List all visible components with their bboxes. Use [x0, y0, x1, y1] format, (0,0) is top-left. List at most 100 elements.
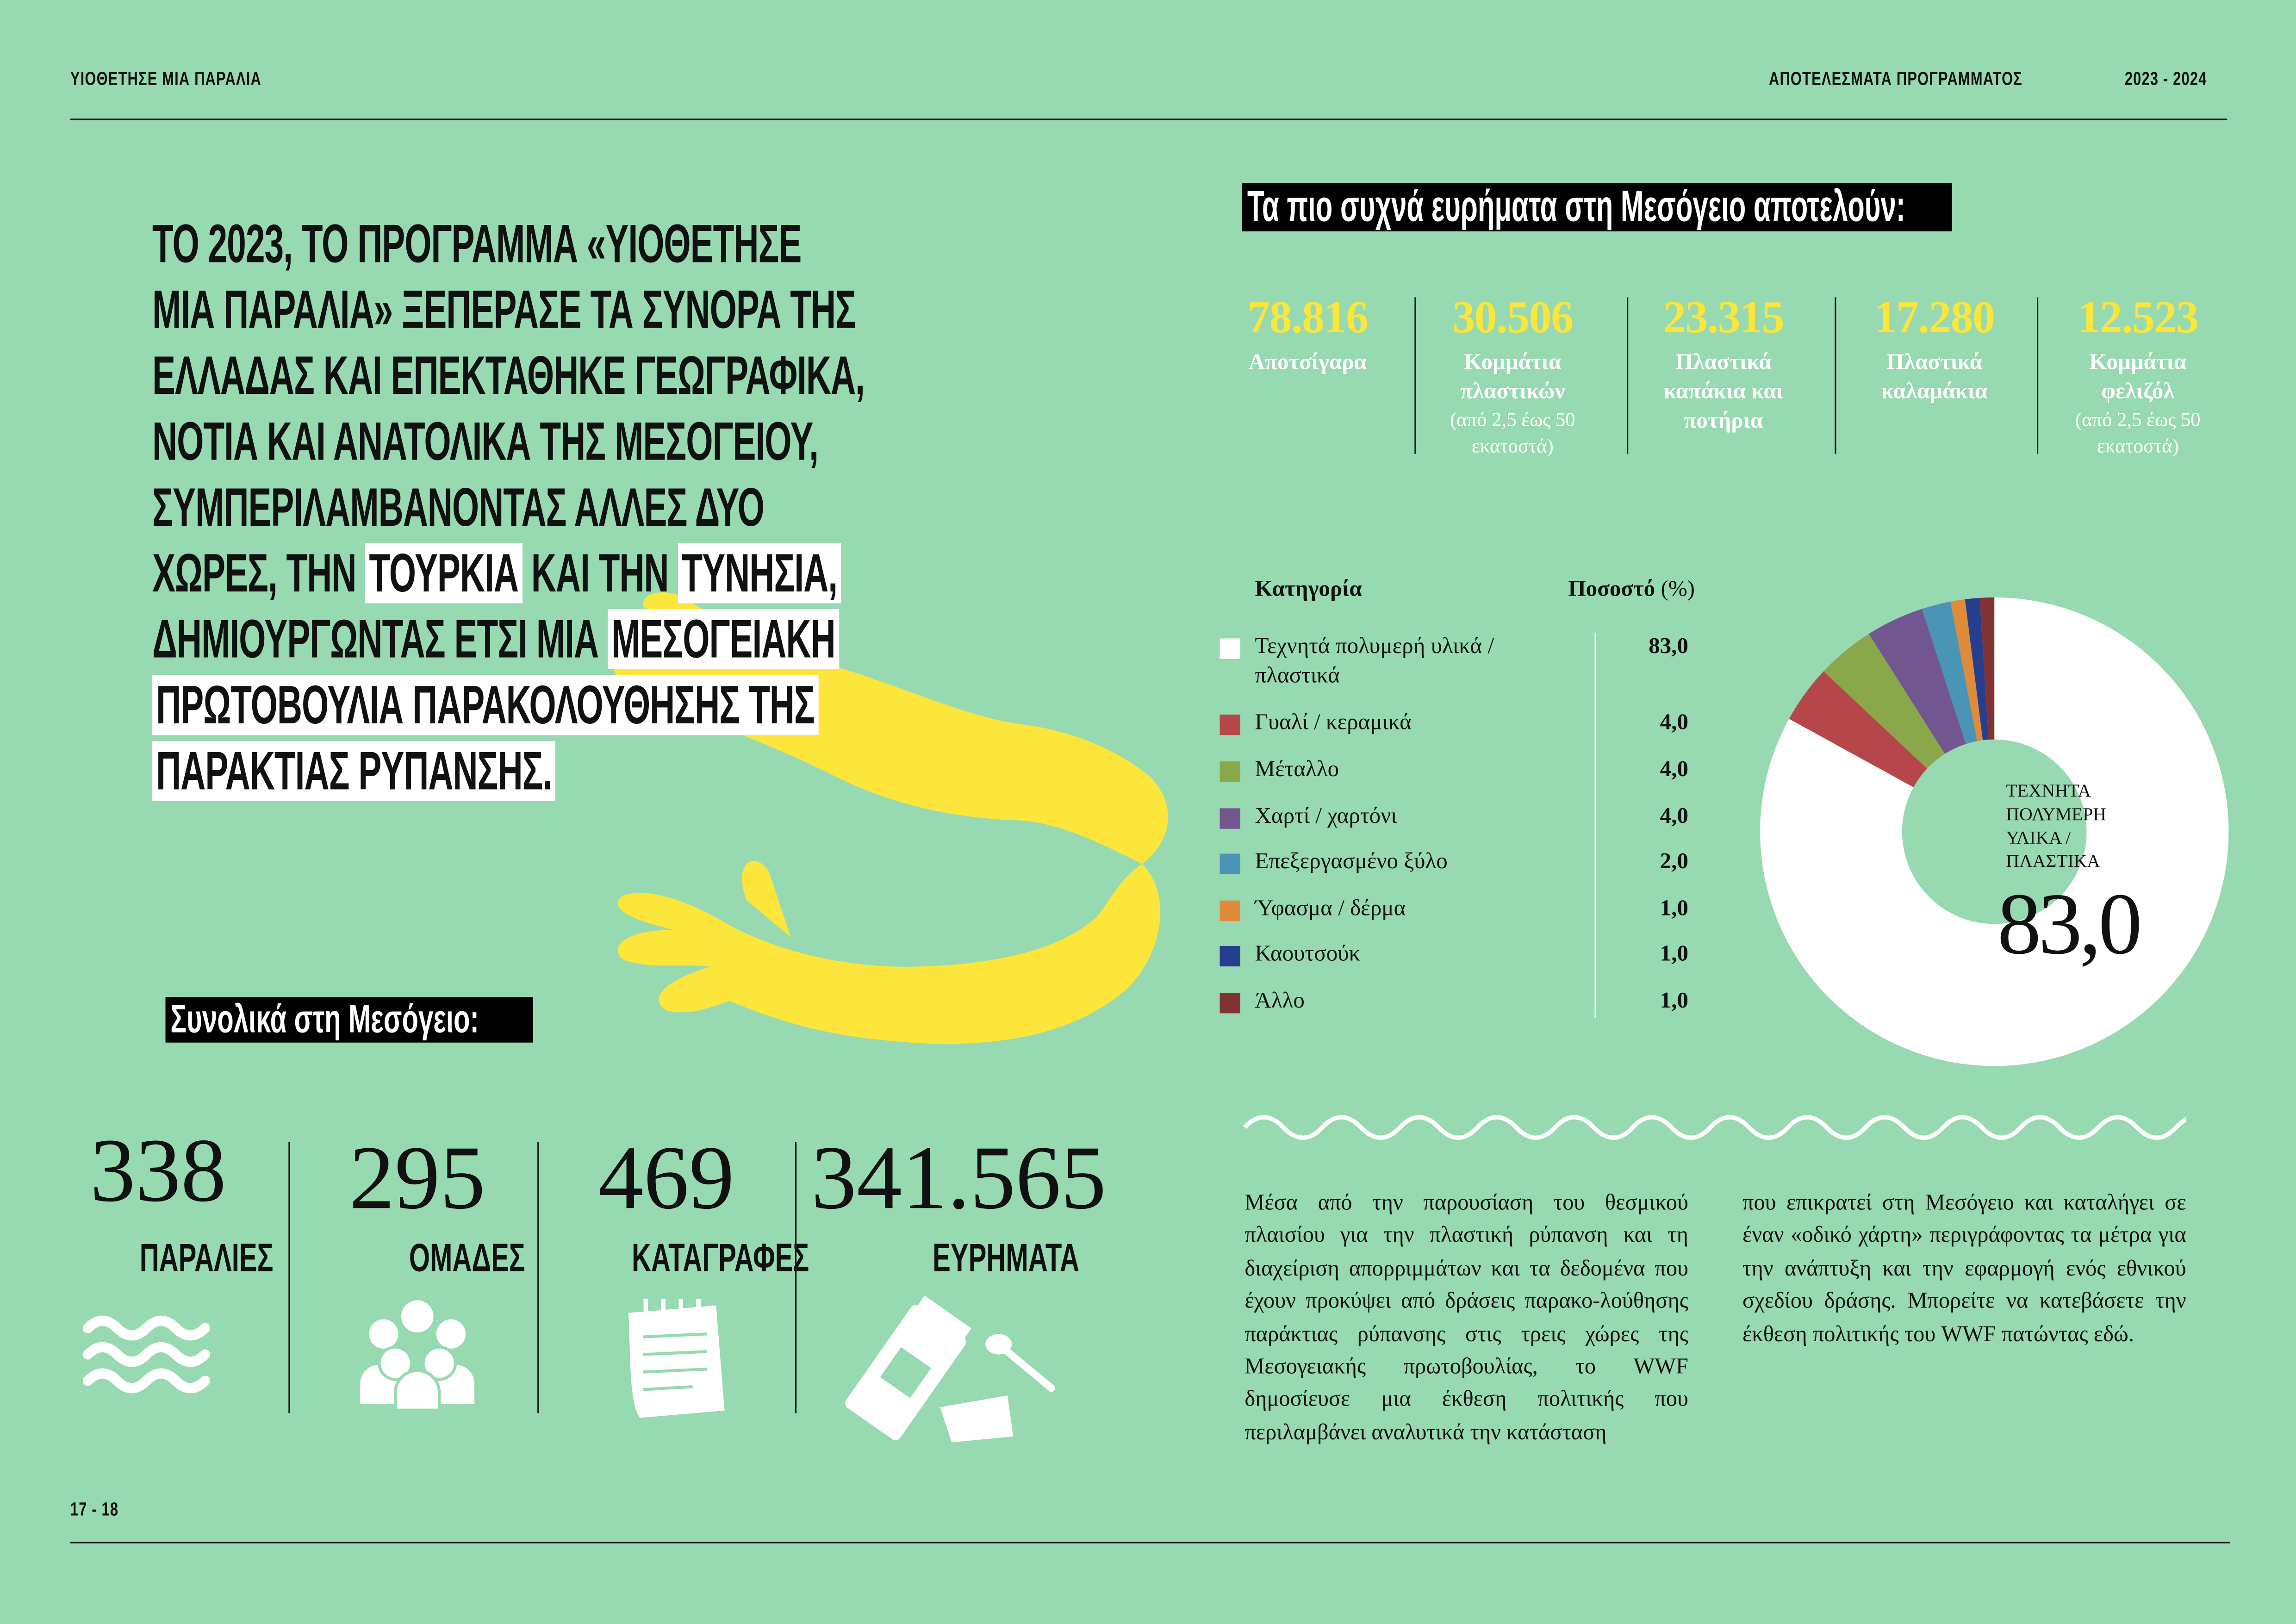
- donut-slice: [1979, 597, 1995, 740]
- headline-text: ΔΗΜΙΟΥΡΓΩΝΤΑΣ ΕΤΣΙ ΜΙΑ: [152, 609, 608, 669]
- donut-slice: [1760, 597, 2229, 1066]
- finding-value: 30.506: [1452, 291, 1574, 343]
- arm: [703, 864, 1160, 1044]
- notepad-icon: [628, 1299, 725, 1418]
- finding-label: Αποτσίγαρα: [1248, 350, 1367, 375]
- legend-row: Επεξεργασμένο ξύλο 2,0: [1220, 848, 1688, 907]
- divider: [795, 1142, 797, 1413]
- legend-label: Μέταλλο: [1255, 757, 1339, 782]
- divider: [1627, 297, 1629, 454]
- legend-swatch: [1220, 761, 1240, 782]
- body-text-col2: που επικρατεί στη Μεσόγειο και καταλήγει…: [1742, 1190, 2186, 1347]
- divider: [537, 1142, 539, 1413]
- donut-slice: [1868, 609, 1966, 754]
- legend-swatch: [1220, 993, 1240, 1014]
- finding-label: Κομμάτια πλαστικών: [1460, 350, 1565, 404]
- legend-swatch: [1220, 946, 1240, 967]
- headline-line: ΜΙΑ ΠΑΡΑΛΙΑ» ΞΕΠΕΡΑΣΕ ΤΑ ΣΥΝΟΡΑ ΤΗΣ: [152, 280, 856, 341]
- legend-label: Χαρτί / χαρτόνι: [1255, 803, 1397, 829]
- headline-highlight: ΤΥΝΗΣΙΑ,: [678, 543, 841, 604]
- stat-label: ΠΑΡΑΛΙΕΣ: [139, 1236, 274, 1280]
- stat-value: 341.565: [811, 1129, 1107, 1229]
- finding-item: 12.523 Κομμάτια φελιζόλ (από 2,5 έως 50 εκ…: [2035, 291, 2240, 460]
- legend-row: Τεχνητά πολυμερή υλικά / πλαστικά 83,0: [1220, 633, 1688, 691]
- divider: [1414, 297, 1416, 454]
- headline-text: ΣΥΜΠΕΡΙΛΑΜΒΑΝΟΝΤΑΣ ΑΛΛΕΣ ΔΥΟ: [152, 477, 765, 538]
- litter-icon: [845, 1295, 1055, 1443]
- totals-title: Συνολικά στη Μεσόγειο:: [170, 997, 479, 1041]
- headline: ΤΟ 2023, ΤΟ ΠΡΟΓΡΑΜΜΑ «ΥΙΟΘΕΤΗΣΕ ΜΙΑ ΠΑΡΑ…: [152, 214, 914, 803]
- finding-value: 12.523: [2078, 291, 2199, 343]
- headline-highlight: ΤΟΥΡΚΙΑ: [365, 543, 522, 604]
- legend-swatch: [1220, 638, 1240, 659]
- headline-text: ΝΟΤΙΑ ΚΑΙ ΑΝΑΤΟΛΙΚΑ ΤΗΣ ΜΕΣΟΓΕΙΟΥ,: [152, 411, 819, 472]
- stat-value: 469: [598, 1129, 734, 1229]
- percent-header-unit: (%): [1661, 577, 1695, 602]
- donut-chart: [1760, 597, 2229, 1066]
- finding-item: 78.816 Αποτσίγαρα: [1205, 291, 1410, 378]
- headline-highlight: ΠΑΡΑΚΤΙΑΣ ΡΥΠΑΝΣΗΣ.: [152, 740, 556, 801]
- legend-row: Καουτσούκ 1,0: [1220, 940, 1688, 999]
- legend-label: Τεχνητά πολυμερή υλικά / πλαστικά: [1255, 634, 1494, 689]
- headline-highlight: ΠΡΩΤΟΒΟΥΛΙΑ ΠΑΡΑΚΟΛΟΥΘΗΣΗΣ ΤΗΣ: [152, 675, 818, 735]
- legend-label: Ύφασμα / δέρμα: [1255, 896, 1406, 921]
- donut-slice: [1789, 671, 1927, 788]
- legend-swatch: [1220, 714, 1240, 735]
- column-header-percent: Ποσοστό (%): [1568, 577, 1695, 604]
- finding-value: 78.816: [1247, 291, 1369, 343]
- legend-value: 4,0: [1660, 803, 1688, 829]
- legend-value: 1,0: [1660, 941, 1688, 967]
- finding-item: 30.506 Κομμάτια πλαστικών (από 2,5 έως 50 …: [1410, 291, 1615, 460]
- headline-text: ΚΑΙ ΤΗΝ: [522, 543, 678, 604]
- legend-row: Χαρτί / χαρτόνι 4,0: [1220, 803, 1688, 861]
- legend-row: Μέταλλο 4,0: [1220, 756, 1688, 815]
- donut-center-value: 83,0: [1997, 876, 2142, 972]
- wave-divider: [1243, 1115, 2186, 1140]
- legend-divider: [1594, 632, 1596, 1018]
- finding-item: 23.315 Πλαστικά καπάκια και ποτήρια: [1621, 291, 1826, 436]
- legend-label: Άλλο: [1255, 988, 1305, 1014]
- finding-label: Κομμάτια φελιζόλ: [2089, 350, 2187, 404]
- header-section: ΑΠΟΤΕΛΕΣΜΑΤΑ ΠΡΟΓΡΑΜΜΑΤΟΣ: [1768, 67, 2022, 89]
- page-numbers: 17 - 18: [70, 1498, 119, 1520]
- headline-line: ΝΟΤΙΑ ΚΑΙ ΑΝΑΤΟΛΙΚΑ ΤΗΣ ΜΕΣΟΓΕΙΟΥ,: [152, 411, 819, 473]
- headline-line: ΠΡΩΤΟΒΟΥΛΙΑ ΠΑΡΑΚΟΛΟΥΘΗΣΗΣ ΤΗΣ: [152, 675, 818, 737]
- headline-line: ΤΟ 2023, ΤΟ ΠΡΟΓΡΑΜΜΑ «ΥΙΟΘΕΤΗΣΕ: [152, 214, 802, 275]
- header-title: ΥΙΟΘΕΤΗΣΕ ΜΙΑ ΠΑΡΑΛΙΑ: [70, 67, 261, 89]
- footer-rule: [70, 1542, 2230, 1543]
- headline-line: ΕΛΛΑΔΑΣ ΚΑΙ ΕΠΕΚΤΑΘΗΚΕ ΓΕΩΓΡΑΦΙΚΑ,: [152, 346, 865, 407]
- donut-slice: [1950, 599, 1983, 741]
- finding-item: 17.280 Πλαστικά καλαμάκια: [1832, 292, 2037, 407]
- findings-title-box: Τα πιο συχνά ευρήματα στη Μεσόγειο αποτε…: [1241, 183, 1952, 231]
- headline-text: ΜΙΑ ΠΑΡΑΛΙΑ» ΞΕΠΕΡΑΣΕ ΤΑ ΣΥΝΟΡΑ ΤΗΣ: [152, 280, 856, 340]
- legend-value: 83,0: [1649, 634, 1688, 659]
- legend-swatch: [1220, 900, 1240, 921]
- stat-label: ΚΑΤΑΓΡΑΦΕΣ: [632, 1236, 809, 1280]
- header-rule: [70, 118, 2228, 120]
- lower-hand-thumb: [742, 861, 791, 937]
- stat-value: 338: [90, 1121, 226, 1221]
- finding-sub: (από 2,5 έως 50 εκατοστά): [1450, 408, 1575, 457]
- legend-row: Γυαλί / κεραμικά 4,0: [1220, 709, 1688, 767]
- findings-title: Τα πιο συχνά ευρήματα στη Μεσόγειο αποτε…: [1247, 183, 1905, 231]
- waves-icon: [82, 1315, 211, 1394]
- headline-line: ΔΗΜΙΟΥΡΓΩΝΤΑΣ ΕΤΣΙ ΜΙΑ ΜΕΣΟΓΕΙΑΚΗ: [152, 609, 839, 671]
- headline-text: ΧΩΡΕΣ, ΤΗΝ: [152, 543, 366, 604]
- legend-label: Επεξεργασμένο ξύλο: [1255, 849, 1448, 874]
- finding-label: Πλαστικά καλαμάκια: [1881, 350, 1988, 404]
- legend-value: 1,0: [1660, 896, 1688, 921]
- lower-hand: [617, 893, 747, 1013]
- group-icon: [357, 1297, 478, 1412]
- finding-value: 23.315: [1663, 291, 1785, 343]
- finding-label: Πλαστικά καπάκια και ποτήρια: [1663, 350, 1783, 434]
- divider: [1835, 297, 1836, 454]
- legend-value: 1,0: [1660, 988, 1688, 1014]
- donut-slice: [1965, 597, 1989, 740]
- legend-value: 4,0: [1660, 757, 1688, 782]
- donut-slice: [1823, 634, 1945, 769]
- legend-label: Γυαλί / κεραμικά: [1255, 710, 1412, 735]
- legend-swatch: [1220, 808, 1240, 829]
- totals-title-box: Συνολικά στη Μεσόγειο:: [165, 997, 533, 1043]
- headline-line: ΣΥΜΠΕΡΙΛΑΜΒΑΝΟΝΤΑΣ ΑΛΛΕΣ ΔΥΟ: [152, 477, 765, 539]
- headline-line: ΠΑΡΑΚΤΙΑΣ ΡΥΠΑΝΣΗΣ.: [152, 740, 556, 803]
